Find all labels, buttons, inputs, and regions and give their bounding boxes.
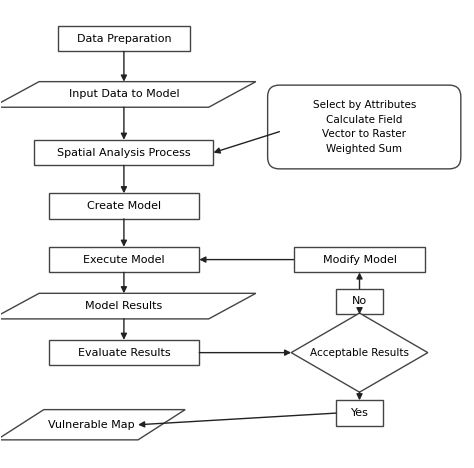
Text: Vulnerable Map: Vulnerable Map: [47, 420, 134, 430]
FancyBboxPatch shape: [336, 400, 383, 426]
Polygon shape: [0, 293, 256, 319]
FancyBboxPatch shape: [48, 247, 199, 272]
Text: Data Preparation: Data Preparation: [77, 34, 171, 44]
Text: Input Data to Model: Input Data to Model: [69, 89, 179, 99]
FancyBboxPatch shape: [58, 26, 190, 51]
Text: Spatial Analysis Process: Spatial Analysis Process: [57, 147, 191, 158]
Polygon shape: [291, 313, 428, 392]
Polygon shape: [0, 410, 185, 440]
Text: Evaluate Results: Evaluate Results: [78, 348, 170, 358]
FancyBboxPatch shape: [293, 247, 426, 272]
FancyBboxPatch shape: [48, 193, 199, 219]
Text: Select by Attributes
Calculate Field
Vector to Raster
Weighted Sum: Select by Attributes Calculate Field Vec…: [312, 100, 416, 154]
FancyBboxPatch shape: [35, 140, 213, 165]
FancyBboxPatch shape: [268, 85, 461, 169]
Polygon shape: [0, 81, 256, 107]
Text: Model Results: Model Results: [85, 301, 163, 311]
Text: Create Model: Create Model: [87, 201, 161, 211]
FancyBboxPatch shape: [336, 289, 383, 314]
Text: Yes: Yes: [351, 408, 368, 418]
Text: Acceptable Results: Acceptable Results: [310, 348, 409, 358]
Text: No: No: [352, 296, 367, 307]
Text: Execute Model: Execute Model: [83, 255, 165, 264]
FancyBboxPatch shape: [48, 340, 199, 366]
Text: Modify Model: Modify Model: [322, 255, 397, 264]
